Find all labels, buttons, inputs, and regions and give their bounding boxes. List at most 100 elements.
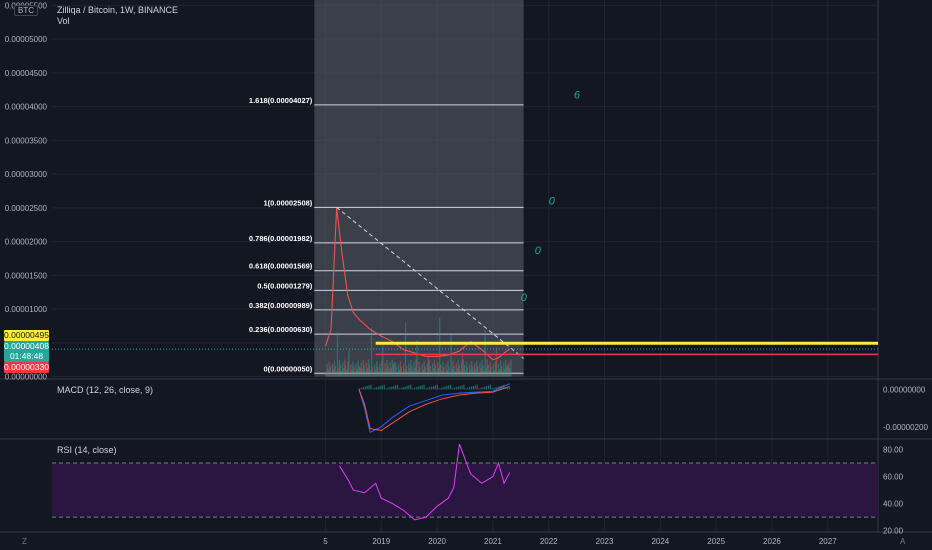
macd-histogram-bar	[470, 386, 473, 390]
price-tag-alert-yellow: 0.00000495	[4, 330, 49, 341]
volume-bar	[425, 372, 427, 377]
volume-bar	[409, 368, 411, 377]
volume-bar	[385, 368, 387, 377]
macd-histogram-bar	[476, 384, 478, 390]
y-tick-label: 0.00004000	[5, 103, 48, 112]
volume-bar	[419, 367, 421, 377]
volume-bar	[439, 317, 441, 377]
macd-histogram-bar	[499, 385, 501, 390]
annotation-text: 0	[535, 245, 542, 257]
macd-histogram-bar	[446, 385, 448, 390]
macd-series-line	[358, 386, 510, 432]
volume-bar	[432, 368, 435, 377]
symbol-title[interactable]: Zilliqa / Bitcoin, 1W, BINANCE	[57, 5, 179, 15]
volume-bar	[401, 372, 404, 377]
macd-legend[interactable]: MACD (12, 26, close, 9)	[57, 385, 154, 395]
volume-bar	[476, 360, 478, 377]
volume-bar	[354, 372, 356, 377]
macd-tick-label: 0.00000000	[883, 385, 926, 394]
volume-bar	[326, 364, 328, 377]
volume-bar	[510, 359, 512, 377]
macd-histogram-bar	[374, 387, 376, 390]
macd-histogram-bar	[467, 387, 469, 390]
rsi-series-line	[339, 443, 511, 521]
fib-level-label: 0.236(0.00000630)	[249, 325, 313, 334]
macd-histogram-bar	[448, 385, 450, 390]
volume-bar	[506, 365, 508, 377]
volume-bar	[349, 372, 351, 377]
macd-histogram-bar	[376, 387, 378, 390]
volume-bar	[391, 359, 393, 377]
volume-bar	[493, 369, 496, 377]
volume-bar	[352, 361, 354, 377]
macd-histogram-bar	[366, 385, 368, 390]
volume-bar	[410, 360, 412, 377]
rsi-tick-label: 40.00	[883, 500, 904, 509]
auto-scale-button[interactable]: A	[900, 537, 906, 546]
macd-histogram-bar	[472, 385, 475, 390]
volume-bar	[337, 368, 340, 377]
volume-bar	[408, 363, 410, 377]
volume-bar	[491, 372, 494, 377]
macd-histogram-bar	[408, 385, 410, 390]
volume-bar	[377, 366, 379, 377]
volume-bar	[359, 367, 361, 377]
volume-bar	[389, 362, 391, 377]
volume-bar	[334, 366, 337, 377]
volume-legend[interactable]: Vol	[57, 16, 70, 26]
volume-bar	[347, 361, 349, 377]
volume-bar	[487, 364, 489, 377]
macd-histogram-bar	[383, 384, 385, 390]
volume-bar	[498, 369, 501, 377]
volume-bar	[477, 366, 479, 377]
volume-bar	[346, 370, 348, 377]
macd-histogram-bar	[506, 387, 509, 390]
macd-histogram-bar	[463, 384, 465, 390]
volume-bar	[415, 359, 417, 377]
rsi-legend[interactable]: RSI (14, close)	[57, 445, 117, 455]
volume-bar	[483, 370, 485, 377]
volume-bar	[411, 365, 413, 377]
volume-bar	[368, 364, 371, 377]
volume-bar	[398, 369, 401, 377]
x-tick-label: 2025	[707, 537, 725, 546]
volume-bar	[463, 364, 466, 377]
volume-bar	[329, 366, 331, 377]
volume-bar	[327, 369, 329, 377]
volume-bar	[445, 364, 447, 377]
macd-histogram-bar	[389, 387, 391, 390]
volume-bar	[455, 363, 457, 377]
volume-bar	[508, 362, 510, 377]
volume-bar	[387, 365, 389, 377]
macd-histogram-bar	[495, 387, 497, 390]
volume-bar	[472, 366, 474, 377]
timezone-button[interactable]: Z	[22, 537, 27, 546]
macd-histogram-bar	[391, 386, 393, 390]
volume-bar	[345, 364, 347, 377]
volume-bar	[382, 345, 384, 377]
volume-bar	[332, 369, 335, 377]
macd-histogram-bar	[487, 385, 490, 390]
volume-bar	[360, 363, 362, 377]
y-tick-label: 0.00002500	[5, 204, 48, 213]
volume-bar	[462, 359, 465, 377]
volume-bar	[374, 364, 376, 377]
macd-histogram-bar	[387, 387, 389, 390]
volume-bar	[418, 361, 420, 377]
macd-histogram-bar	[393, 385, 395, 390]
volume-bar	[448, 366, 450, 377]
fib-level-label: 1.618(0.00004027)	[249, 96, 313, 105]
volume-bar	[452, 360, 454, 377]
volume-bar	[504, 368, 506, 377]
y-tick-label: 0.00002000	[5, 238, 48, 247]
volume-bar	[406, 366, 408, 377]
volume-bar	[426, 363, 428, 377]
macd-histogram-bar	[410, 384, 412, 390]
volume-bar	[430, 371, 433, 377]
volume-bar	[413, 362, 415, 377]
x-tick-label: 2019	[372, 537, 390, 546]
volume-bar	[495, 347, 498, 377]
macd-histogram-bar	[480, 387, 482, 390]
volume-bar	[427, 357, 429, 377]
